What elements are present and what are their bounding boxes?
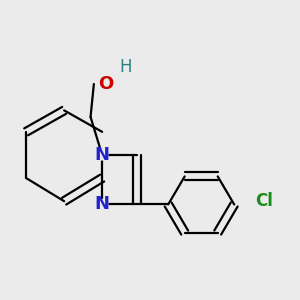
Text: N: N [94,196,110,214]
Ellipse shape [96,150,108,160]
Ellipse shape [255,196,273,206]
Text: H: H [119,58,131,76]
Ellipse shape [119,62,131,72]
Ellipse shape [96,200,108,209]
Text: Cl: Cl [255,192,273,210]
Text: N: N [94,146,110,164]
Ellipse shape [100,79,111,89]
Text: O: O [98,75,113,93]
